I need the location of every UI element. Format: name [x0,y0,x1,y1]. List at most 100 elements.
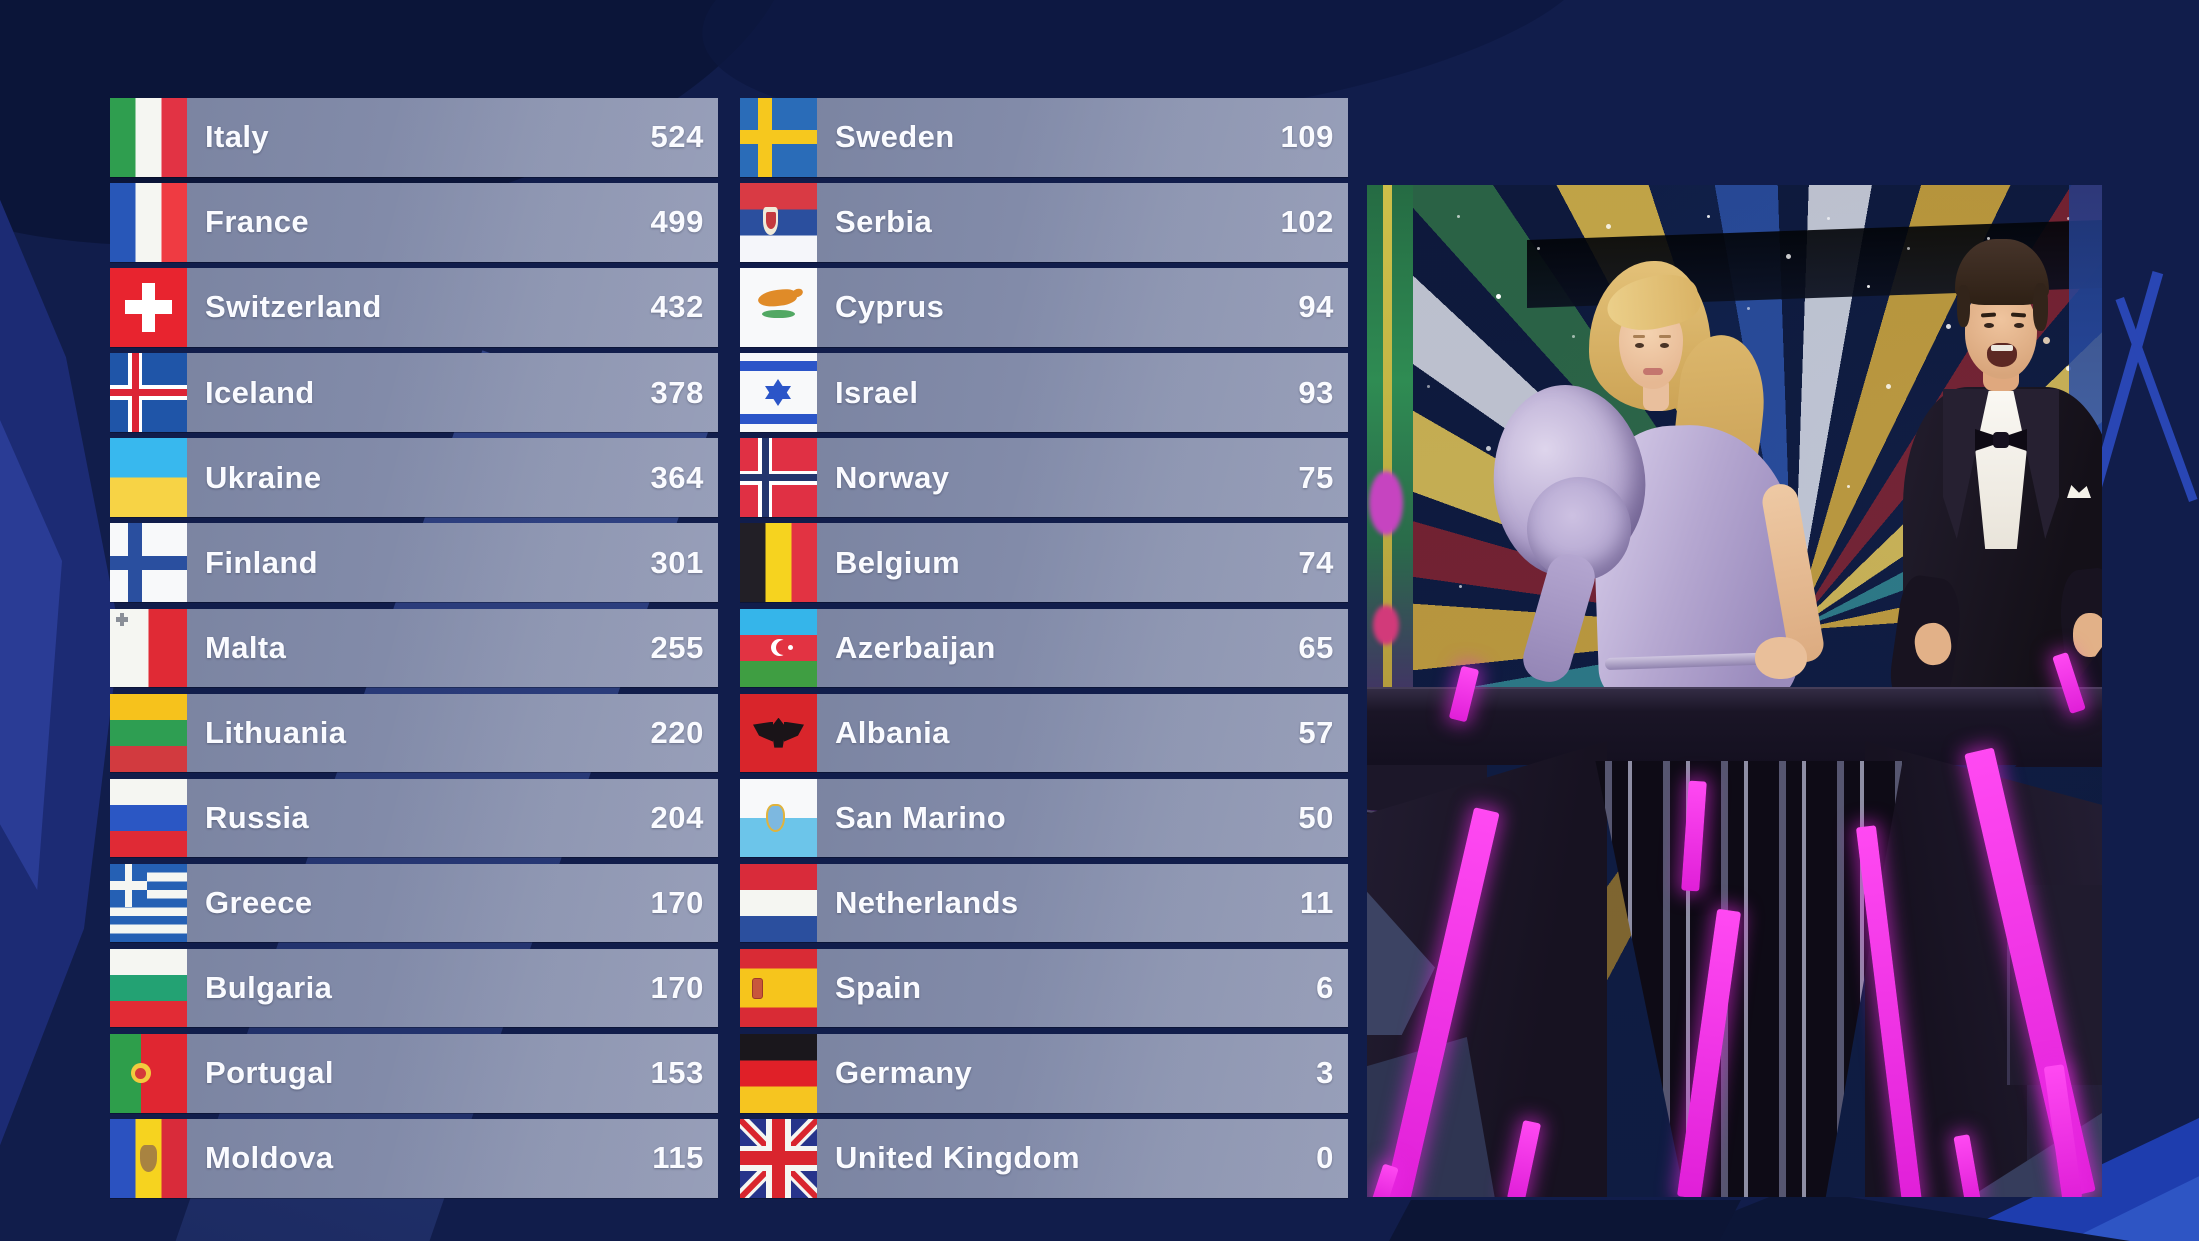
flag-russia-icon [110,778,187,858]
country-score: 499 [650,204,704,240]
country-name: Belgium [835,544,961,580]
flag-italy-icon [110,98,187,177]
country-score: 65 [1298,629,1334,665]
presenter-man-sideburn-left [1957,285,1970,327]
country-name: Bulgaria [205,970,333,1006]
stage-magenta-glow-2 [1373,605,1399,645]
country-score: 153 [650,1055,704,1091]
country-name: France [205,204,310,240]
flag-part [110,555,187,570]
score-row-united-kingdom: United Kingdom 0 [740,1119,1348,1198]
video-feed [1367,185,2102,1197]
country-name: Azerbaijan [835,629,996,665]
flag-finland-icon [110,523,187,602]
stage-magenta-glow-1 [1369,471,1403,535]
country-score: 109 [1280,119,1334,155]
score-row-iceland: Iceland 378 [110,353,718,432]
flag-portugal-icon [110,1034,187,1113]
country-score: 50 [1298,800,1334,835]
flag-part [740,130,817,145]
country-score: 204 [650,800,704,835]
flag-germany-icon [740,1034,817,1113]
score-row-norway: Norway 75 [740,438,1348,517]
flag-france-icon [110,183,187,262]
presenter-woman-brow-left [1633,335,1645,338]
country-name: Spain [835,970,922,1006]
score-row-portugal: Portugal 153 [110,1034,718,1113]
score-row-azerbaijan: Azerbaijan 65 [740,608,1348,688]
flag-ukraine-icon [110,438,187,517]
country-score: 364 [650,459,704,495]
flag-cyprus-icon [740,268,817,347]
country-score: 301 [650,544,704,580]
flag-part [751,977,764,1000]
flag-part [740,474,817,482]
flag-azerbaijan-icon [740,608,817,688]
flag-moldova-icon [110,1119,187,1198]
flag-part [791,286,805,299]
score-row-spain: Spain 6 [740,948,1348,1028]
flag-part [771,717,786,748]
country-name: Norway [835,459,950,495]
country-score: 255 [650,629,704,665]
flag-spain-icon [740,948,817,1028]
flag-part [124,300,173,315]
flag-sweden-icon [740,98,817,177]
country-score: 170 [650,885,704,921]
country-name: Cyprus [835,289,945,325]
country-name: Albania [835,714,950,750]
presenter-man-sideburn-right [2033,283,2048,331]
country-score: 220 [650,714,704,750]
score-row-netherlands: Netherlands 11 [740,863,1348,943]
country-name: Greece [205,885,313,921]
flag-israel-icon [740,353,817,432]
country-name: Malta [205,629,287,665]
flag-part [135,1067,147,1079]
flag-part [762,309,795,319]
country-name: Finland [205,544,319,580]
flag-albania-icon [740,693,817,773]
country-score: 3 [1316,1055,1334,1091]
presenter-man-mic-icon [2043,337,2050,344]
flag-part [766,803,786,833]
flag-netherlands-icon [740,863,817,943]
score-row-russia: Russia 204 [110,778,718,858]
score-row-sweden: Sweden 109 [740,98,1348,177]
flag-emblem [765,212,776,229]
country-score: 94 [1298,289,1334,325]
presenter-man-eye-left [1984,323,1994,328]
country-score: 378 [650,374,704,410]
country-score: 75 [1298,459,1334,495]
country-name: Serbia [835,204,933,240]
country-score: 11 [1300,885,1334,921]
score-row-switzerland: Switzerland 432 [110,268,718,347]
bg-right-line-2 [2115,296,2198,503]
presenter-woman-lips [1643,368,1663,375]
country-name: Russia [205,800,310,835]
country-name: Israel [835,374,919,410]
country-score: 0 [1316,1140,1334,1176]
flag-san-marino-icon [740,778,817,858]
flag-malta-icon [110,608,187,688]
country-name: Sweden [835,119,955,155]
score-row-greece: Greece 170 [110,863,718,943]
score-row-finland: Finland 301 [110,523,718,602]
flag-part [787,644,793,650]
presenter-man-teeth [1991,345,2013,351]
country-name: Lithuania [205,714,347,750]
presenter-man-bowtie-knot [1993,432,2009,448]
flag-part [765,386,791,407]
country-name: Ukraine [205,459,322,495]
flag-switzerland-icon [110,268,187,347]
score-row-germany: Germany 3 [740,1034,1348,1113]
flag-part [740,413,817,424]
country-name: United Kingdom [835,1140,1080,1176]
country-name: Iceland [205,374,315,410]
flag-part [740,361,817,372]
presenter-woman-brow-right [1659,335,1671,338]
presenter-woman-hands [1755,637,1807,679]
score-row-malta: Malta 255 [110,608,718,688]
score-row-albania: Albania 57 [740,693,1348,773]
flag-emblem [140,1145,157,1172]
presenter-man-eye-right [2014,323,2024,328]
